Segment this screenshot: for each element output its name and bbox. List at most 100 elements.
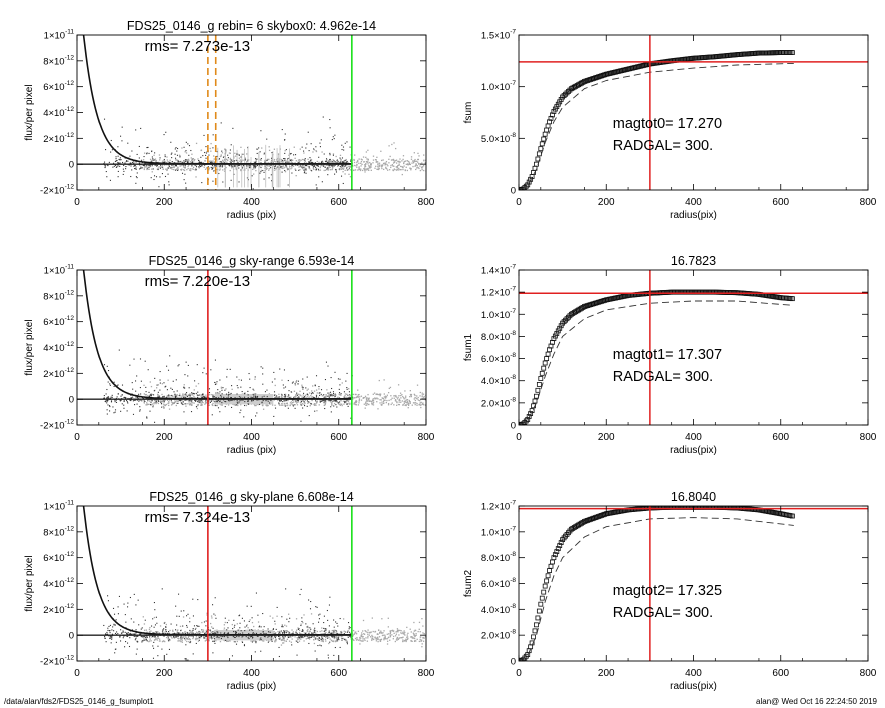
sky-point bbox=[220, 386, 223, 388]
sky-point bbox=[226, 159, 229, 161]
sky-point bbox=[395, 159, 398, 161]
sky-point bbox=[205, 639, 208, 641]
sky-point bbox=[356, 161, 358, 163]
data-point bbox=[262, 373, 264, 375]
data-point bbox=[212, 396, 214, 398]
chart-title: FDS25_0146_g sky-range 6.593e-14 bbox=[149, 254, 355, 268]
x-tick-label: 200 bbox=[598, 197, 615, 208]
sky-point bbox=[362, 630, 364, 632]
data-point bbox=[163, 407, 165, 409]
data-point bbox=[321, 181, 323, 183]
data-point bbox=[129, 155, 131, 157]
sky-point bbox=[350, 395, 352, 397]
data-point bbox=[126, 635, 128, 637]
sky-point bbox=[377, 636, 379, 638]
data-point bbox=[339, 401, 341, 403]
sky-point bbox=[259, 639, 261, 642]
data-point bbox=[125, 621, 127, 623]
data-point bbox=[212, 627, 214, 629]
sky-point bbox=[348, 388, 350, 390]
data-point bbox=[333, 626, 335, 628]
data-point bbox=[187, 143, 189, 145]
sky-point bbox=[348, 402, 350, 404]
sky-point bbox=[196, 407, 199, 410]
data-point bbox=[163, 395, 165, 397]
sky-point bbox=[352, 635, 354, 637]
data-point bbox=[211, 168, 213, 170]
data-point bbox=[283, 631, 285, 633]
sky-point bbox=[255, 165, 258, 167]
data-point bbox=[140, 393, 142, 395]
sky-point bbox=[223, 170, 226, 172]
data-point bbox=[107, 627, 109, 629]
sky-point bbox=[290, 401, 293, 403]
sky-point bbox=[401, 166, 403, 168]
sky-point bbox=[148, 640, 151, 642]
data-point bbox=[192, 158, 194, 160]
sky-point bbox=[291, 403, 293, 405]
data-point bbox=[166, 396, 168, 398]
data-point bbox=[197, 396, 199, 398]
data-point bbox=[298, 636, 300, 638]
fsum-point bbox=[529, 174, 535, 179]
data-point bbox=[135, 390, 137, 392]
sky-point bbox=[286, 160, 288, 162]
sky-point bbox=[253, 639, 255, 642]
data-point bbox=[301, 146, 303, 148]
data-point bbox=[315, 166, 317, 168]
sky-point bbox=[354, 631, 356, 633]
data-point bbox=[203, 396, 205, 398]
data-point bbox=[161, 406, 163, 408]
data-point bbox=[197, 625, 199, 627]
data-point bbox=[264, 391, 266, 393]
data-point bbox=[304, 159, 306, 161]
data-point bbox=[129, 364, 131, 366]
data-point bbox=[306, 376, 308, 378]
sky-point bbox=[150, 160, 153, 162]
sky-point bbox=[153, 159, 156, 161]
sky-point bbox=[339, 165, 341, 167]
data-point bbox=[323, 394, 325, 396]
data-point bbox=[290, 159, 292, 161]
sky-point bbox=[189, 393, 191, 396]
sky-point bbox=[149, 631, 151, 633]
sky-point bbox=[405, 397, 407, 399]
data-point bbox=[315, 146, 317, 148]
data-point bbox=[322, 116, 324, 118]
sky-point bbox=[294, 168, 296, 170]
sky-point bbox=[423, 160, 425, 162]
data-point bbox=[119, 157, 121, 159]
sky-point bbox=[401, 160, 403, 162]
data-point bbox=[304, 158, 306, 160]
sky-point bbox=[274, 623, 276, 625]
sky-point bbox=[194, 397, 196, 399]
data-point bbox=[164, 175, 167, 178]
data-point bbox=[254, 164, 256, 167]
sky-point bbox=[176, 630, 178, 632]
data-point bbox=[161, 588, 163, 590]
sky-point bbox=[300, 623, 302, 625]
sky-point bbox=[192, 168, 194, 170]
sky-point bbox=[276, 615, 278, 617]
data-point bbox=[292, 381, 294, 383]
sky-point bbox=[383, 637, 385, 639]
sky-point bbox=[422, 402, 424, 404]
sky-point bbox=[153, 639, 156, 641]
data-point bbox=[306, 405, 308, 407]
sky-point bbox=[294, 384, 297, 386]
sky-point bbox=[413, 637, 415, 639]
sky-point bbox=[424, 404, 426, 406]
sky-point bbox=[202, 631, 205, 633]
data-point bbox=[115, 158, 117, 160]
x-tick-label: 400 bbox=[685, 197, 702, 208]
data-point bbox=[249, 387, 251, 389]
sky-point bbox=[303, 401, 305, 403]
sky-point bbox=[184, 151, 186, 153]
data-point bbox=[107, 370, 110, 372]
data-point bbox=[161, 173, 163, 175]
data-point bbox=[197, 400, 200, 402]
sky-point bbox=[151, 403, 153, 405]
data-point bbox=[183, 146, 185, 148]
data-point bbox=[221, 389, 223, 391]
data-point bbox=[183, 386, 185, 388]
